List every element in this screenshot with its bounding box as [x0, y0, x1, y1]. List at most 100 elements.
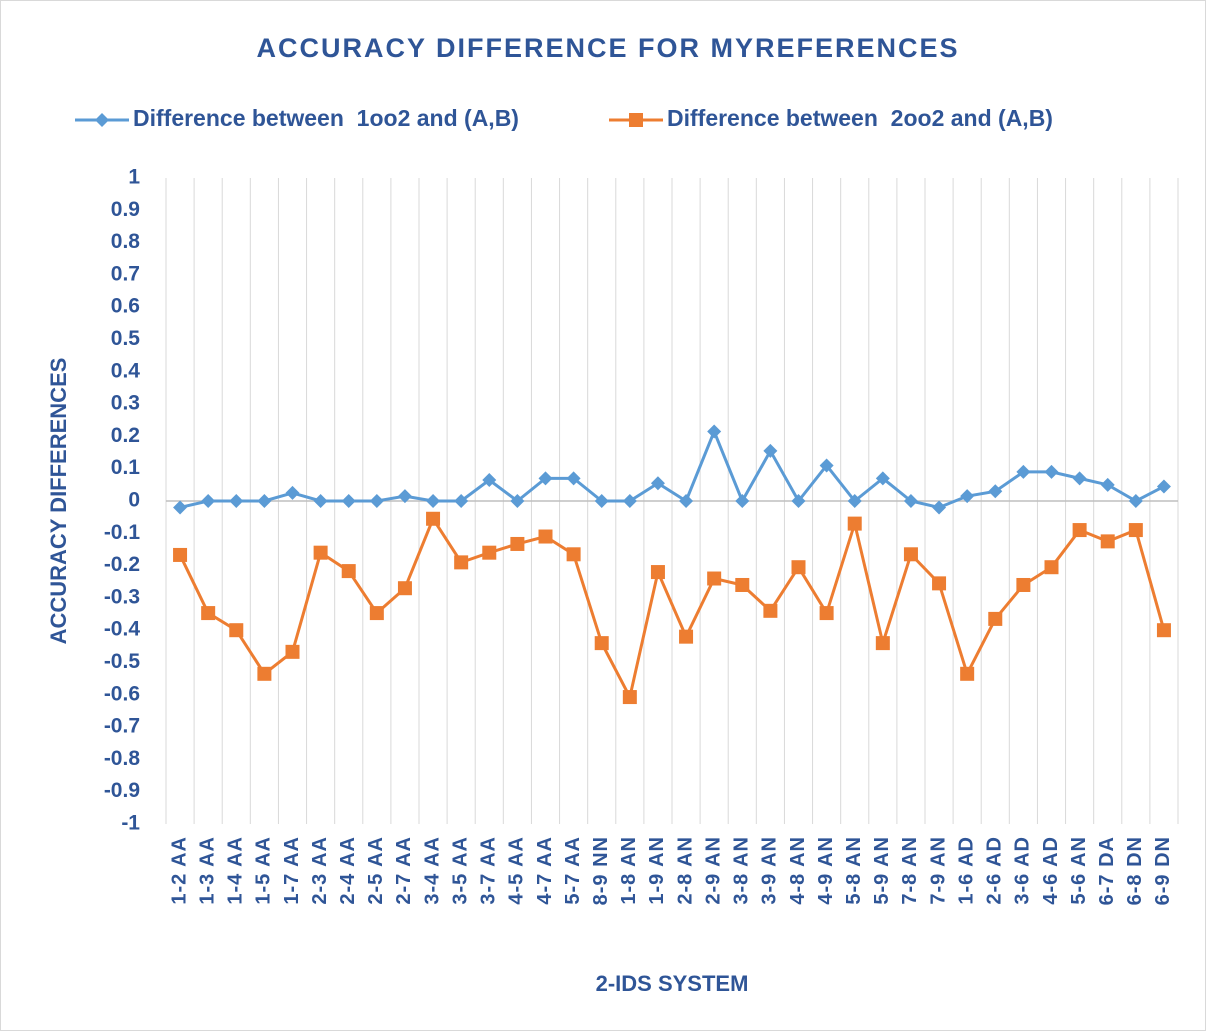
data-point [875, 471, 890, 486]
x-tick-label: 2-9 AN [702, 836, 724, 905]
data-point [650, 476, 665, 491]
data-point [482, 473, 497, 488]
data-point [594, 494, 609, 508]
x-tick-label: 4-8 AN [787, 836, 809, 905]
y-axis-title: ACCURACY DIFFERENCES [46, 358, 71, 645]
data-point [538, 471, 553, 486]
data-point [847, 516, 862, 531]
data-point [1016, 577, 1031, 592]
data-point [679, 629, 694, 644]
data-point [173, 500, 188, 515]
x-tick-label: 2-3 AA [309, 836, 331, 905]
data-point [1044, 464, 1059, 479]
x-tick-label: 1-4 AA [225, 836, 247, 905]
data-point [369, 606, 384, 621]
legend-marker [95, 113, 109, 127]
x-tick-label: 1-3 AA [196, 836, 218, 905]
x-tick-label: 1-5 AA [253, 836, 275, 905]
data-point [735, 577, 750, 592]
data-point [707, 424, 722, 439]
data-point [341, 564, 356, 579]
data-point [1128, 523, 1143, 538]
data-point [988, 611, 1003, 626]
data-point [679, 494, 694, 508]
y-tick-label: 0.4 [111, 359, 141, 382]
x-tick-label: 2-8 AN [674, 836, 696, 905]
data-point [960, 489, 975, 504]
data-point [201, 606, 216, 621]
x-tick-label: 5-8 AN [843, 836, 865, 905]
y-tick-label: 0 [128, 489, 140, 512]
x-tick-label: 4-5 AA [506, 836, 528, 905]
y-tick-label: -0.4 [104, 618, 141, 641]
data-point [932, 500, 947, 515]
y-tick-label: -0.8 [104, 747, 141, 770]
data-point [763, 443, 778, 458]
x-tick-label: 3-5 AA [449, 836, 471, 905]
x-tick-label: 1-7 AA [281, 836, 303, 905]
data-point [791, 494, 806, 508]
data-point [313, 494, 328, 508]
data-point [257, 666, 272, 681]
x-tick-label: 5-9 AN [871, 836, 893, 905]
y-tick-label: 1 [128, 166, 140, 189]
x-tick-label: 7-9 AN [927, 836, 949, 905]
legend-label: Difference between 1oo2 and (A,B) [133, 105, 519, 131]
data-point [1016, 464, 1031, 479]
legend-marker [629, 113, 643, 127]
data-point [173, 547, 188, 562]
x-tick-label: 3-9 AN [759, 836, 781, 905]
y-tick-label: -0.9 [104, 779, 140, 802]
data-point [482, 545, 497, 560]
y-tick-label: 0.8 [111, 230, 141, 253]
data-point [763, 603, 778, 618]
x-tick-label: 5-6 AN [1068, 836, 1090, 905]
x-tick-label: 7-8 AN [899, 836, 921, 905]
data-point [454, 555, 469, 570]
data-point [819, 458, 834, 473]
data-point [538, 529, 553, 544]
data-point [257, 494, 272, 508]
data-point [875, 636, 890, 651]
data-point [1072, 523, 1087, 538]
data-point [313, 545, 328, 560]
x-tick-label: 2-6 AD [984, 836, 1006, 905]
data-point [707, 571, 722, 586]
x-tick-label: 3-4 AA [421, 836, 443, 905]
x-axis-title: 2-IDS SYSTEM [596, 971, 749, 996]
x-tick-label: 3-6 AD [1012, 836, 1034, 905]
legend-label: Difference between 2oo2 and (A,B) [667, 105, 1053, 131]
x-tick-label: 1-9 AN [646, 836, 668, 905]
x-tick-label: 1-6 AD [955, 836, 977, 905]
y-tick-label: -0.7 [104, 715, 140, 738]
data-point [229, 623, 244, 638]
data-point [341, 494, 356, 508]
y-tick-label: -0.5 [104, 650, 141, 673]
x-tick-label: 2-7 AA [393, 836, 415, 905]
data-point [454, 494, 469, 508]
data-point [369, 494, 384, 508]
data-point [847, 494, 862, 508]
x-tick-label: 3-8 AN [731, 836, 753, 905]
data-point [1100, 534, 1115, 549]
data-point [791, 560, 806, 575]
y-tick-label: -0.2 [104, 553, 140, 576]
data-point [1156, 623, 1171, 638]
y-tick-label: 0.1 [111, 456, 141, 479]
y-tick-label: -0.1 [104, 521, 141, 544]
x-tick-label: 1-2 AA [168, 836, 190, 905]
x-tick-label: 5-7 AA [562, 836, 584, 905]
y-tick-label: 0.2 [111, 424, 140, 447]
data-point [622, 690, 637, 705]
x-tick-label: 6-7 DA [1096, 836, 1118, 905]
data-point [735, 494, 750, 508]
x-tick-label: 3-7 AA [478, 836, 500, 905]
data-point [566, 547, 581, 562]
data-point [285, 485, 300, 500]
data-point [510, 494, 525, 508]
data-point [229, 494, 244, 508]
data-point [426, 494, 441, 508]
x-tick-label: 2-5 AA [365, 836, 387, 905]
data-point [1072, 471, 1087, 486]
